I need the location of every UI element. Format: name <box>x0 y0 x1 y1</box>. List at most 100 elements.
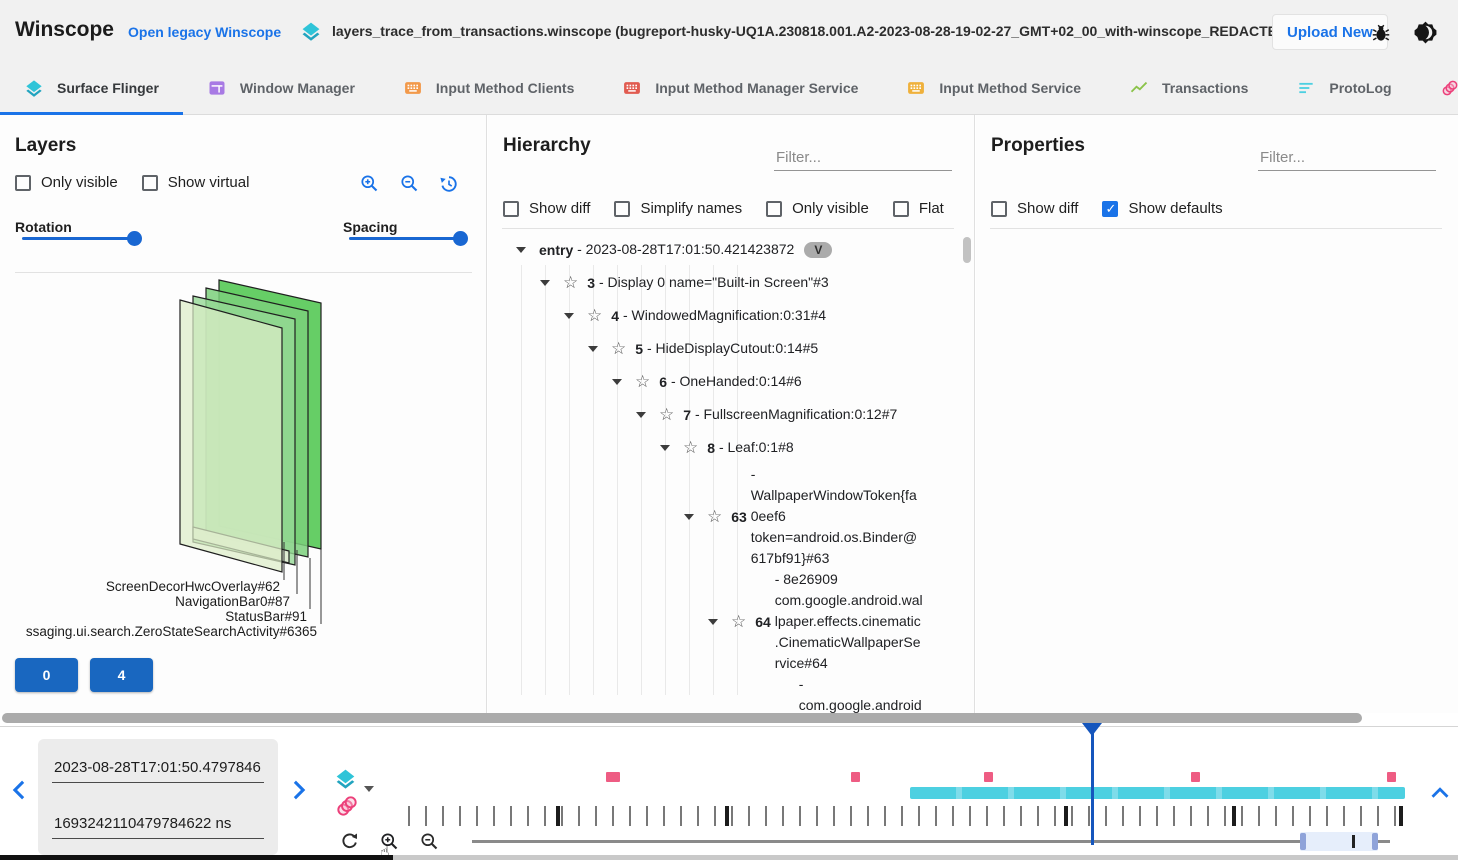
keyboard-icon <box>403 78 423 98</box>
keyboard-icon <box>906 78 926 98</box>
tree-row[interactable]: ☆ 5 - HideDisplayCutout:0:14#5 <box>488 332 953 365</box>
tree-row[interactable]: ☆ 65 - com.google.android.wallpaper.effe… <box>488 674 953 713</box>
show-diff-checkbox[interactable] <box>503 200 519 217</box>
layer-label: StatusBar#91 <box>225 609 307 624</box>
theme-toggle-icon[interactable] <box>1413 20 1438 45</box>
timeline-ticks[interactable] <box>408 806 1405 826</box>
transition-marker[interactable] <box>1191 772 1200 782</box>
window-edge <box>393 855 1458 860</box>
tab-protolog[interactable]: ProtoLog <box>1272 62 1415 114</box>
rotation-slider[interactable] <box>22 231 142 246</box>
spacing-slider[interactable] <box>349 231 468 246</box>
loaded-file-name: layers_trace_from_transactions.winscope … <box>332 23 1316 39</box>
zoom-in-icon[interactable] <box>359 173 380 194</box>
tab-input-method-service[interactable]: Input Method Service <box>882 62 1105 114</box>
expand-arrow-icon[interactable] <box>660 444 670 451</box>
expand-arrow-icon[interactable] <box>684 513 694 520</box>
tree-row[interactable]: ☆ 4 - WindowedMagnification:0:31#4 <box>488 299 953 332</box>
trace-coverage-band[interactable] <box>910 787 1405 799</box>
simplify-names-checkbox[interactable] <box>614 200 631 217</box>
tab-input-method-clients[interactable]: Input Method Clients <box>379 62 598 114</box>
star-icon[interactable]: ☆ <box>587 306 603 325</box>
top-bar: Winscope Open legacy Winscope layers_tra… <box>0 0 1458 62</box>
show-virtual-label: Show virtual <box>167 174 250 191</box>
tree-row[interactable]: ☆ 7 - FullscreenMagnification:0:12#7 <box>488 398 953 431</box>
expand-arrow-icon[interactable] <box>540 279 550 286</box>
star-icon[interactable]: ☆ <box>683 438 699 457</box>
chart-icon <box>1130 81 1148 93</box>
tab-window-manager[interactable]: Window Manager <box>183 62 379 114</box>
layers-icon <box>24 78 44 98</box>
star-icon[interactable]: ☆ <box>707 507 723 526</box>
tree-row[interactable]: ☆ 64 - 8e26909 com.google.android.wallpa… <box>488 569 953 674</box>
hierarchy-scrollbar[interactable] <box>963 237 971 263</box>
properties-panel-title: Properties <box>991 135 1085 156</box>
show-diff-checkbox[interactable] <box>991 200 1007 217</box>
properties-options: Show diff Show defaults <box>991 200 1237 217</box>
transition-marker[interactable] <box>851 772 860 782</box>
expand-arrow-icon[interactable] <box>708 618 718 625</box>
star-icon[interactable]: ☆ <box>731 612 747 631</box>
expand-arrow-icon[interactable] <box>612 378 622 385</box>
star-icon[interactable]: ☆ <box>635 372 651 391</box>
properties-filter-input[interactable] <box>1258 145 1436 171</box>
only-visible-checkbox[interactable] <box>766 200 783 217</box>
layer-label: ScreenDecorHwcOverlay#62 <box>105 579 280 594</box>
layers-icon[interactable] <box>334 767 357 790</box>
chevron-right-icon[interactable] <box>290 779 308 801</box>
upload-new-button[interactable]: Upload New <box>1272 14 1388 50</box>
selection-handle-left[interactable] <box>1300 833 1306 850</box>
tree-row[interactable]: ☆ 3 - Display 0 name="Built-in Screen"#3 <box>488 266 953 299</box>
display-id-button-0[interactable]: 0 <box>15 658 78 692</box>
tree-row-entry[interactable]: entry - 2023-08-28T17:01:50.421423872 V <box>488 233 953 266</box>
timeline-major-tick <box>1064 806 1068 826</box>
caret-down-icon[interactable] <box>364 786 374 792</box>
chevron-left-icon[interactable] <box>10 779 28 801</box>
tree-row[interactable]: ☆ 6 - OneHanded:0:14#6 <box>488 365 953 398</box>
timeline-selection[interactable] <box>1300 832 1378 851</box>
tab-surface-flinger[interactable]: Surface Flinger <box>0 62 183 115</box>
list-icon <box>1299 82 1314 94</box>
refresh-icon[interactable] <box>338 830 361 853</box>
star-icon[interactable]: ☆ <box>659 405 675 424</box>
tab-transitions[interactable]: Tra <box>1416 62 1458 114</box>
display-id-button-4[interactable]: 4 <box>90 658 153 692</box>
transition-marker[interactable] <box>984 772 993 782</box>
hierarchy-filter-input[interactable] <box>774 145 952 171</box>
mouse-cursor: ☝ <box>380 842 390 860</box>
timestamp-ns-input[interactable] <box>52 811 264 839</box>
hierarchy-tree: entry - 2023-08-28T17:01:50.421423872 V … <box>488 233 953 713</box>
zoom-out-icon[interactable] <box>419 831 440 852</box>
timeline-overview[interactable] <box>472 840 1390 843</box>
open-legacy-link[interactable]: Open legacy Winscope <box>128 24 282 40</box>
transition-icon[interactable] <box>334 793 360 819</box>
bug-icon[interactable] <box>1370 22 1392 44</box>
spacing-label: Spacing <box>343 219 398 235</box>
expand-arrow-icon[interactable] <box>564 312 574 319</box>
timestamp-human-input[interactable] <box>52 755 264 783</box>
timeline-cursor[interactable] <box>1091 724 1094 845</box>
expand-arrow-icon[interactable] <box>636 411 646 418</box>
chevron-up-icon[interactable] <box>1430 786 1450 800</box>
tree-row[interactable]: ☆ 63 - WallpaperWindowToken{fa0eef6 toke… <box>488 464 953 569</box>
transition-marker[interactable] <box>606 772 620 782</box>
expand-arrow-icon[interactable] <box>516 246 526 253</box>
expand-arrow-icon[interactable] <box>588 345 598 352</box>
show-defaults-checkbox[interactable] <box>1102 200 1119 217</box>
selection-handle-right[interactable] <box>1372 833 1378 850</box>
star-icon[interactable]: ☆ <box>563 273 579 292</box>
only-visible-checkbox[interactable] <box>15 174 31 191</box>
tree-row[interactable]: ☆ 8 - Leaf:0:1#8 <box>488 431 953 464</box>
horizontal-scrollbar[interactable] <box>2 713 1362 723</box>
layers-3d-view[interactable] <box>0 270 487 650</box>
show-virtual-checkbox[interactable] <box>141 174 158 191</box>
tab-input-method-manager-service[interactable]: Input Method Manager Service <box>598 62 882 114</box>
zoom-out-icon[interactable] <box>399 173 420 194</box>
layer-label: NavigationBar0#87 <box>175 594 290 609</box>
transition-marker[interactable] <box>1387 772 1396 782</box>
layers-options: Only visible Show virtual <box>15 174 263 191</box>
tab-transactions[interactable]: Transactions <box>1105 62 1272 114</box>
star-icon[interactable]: ☆ <box>611 339 627 358</box>
history-icon[interactable] <box>438 173 460 195</box>
flat-checkbox[interactable] <box>892 200 909 217</box>
